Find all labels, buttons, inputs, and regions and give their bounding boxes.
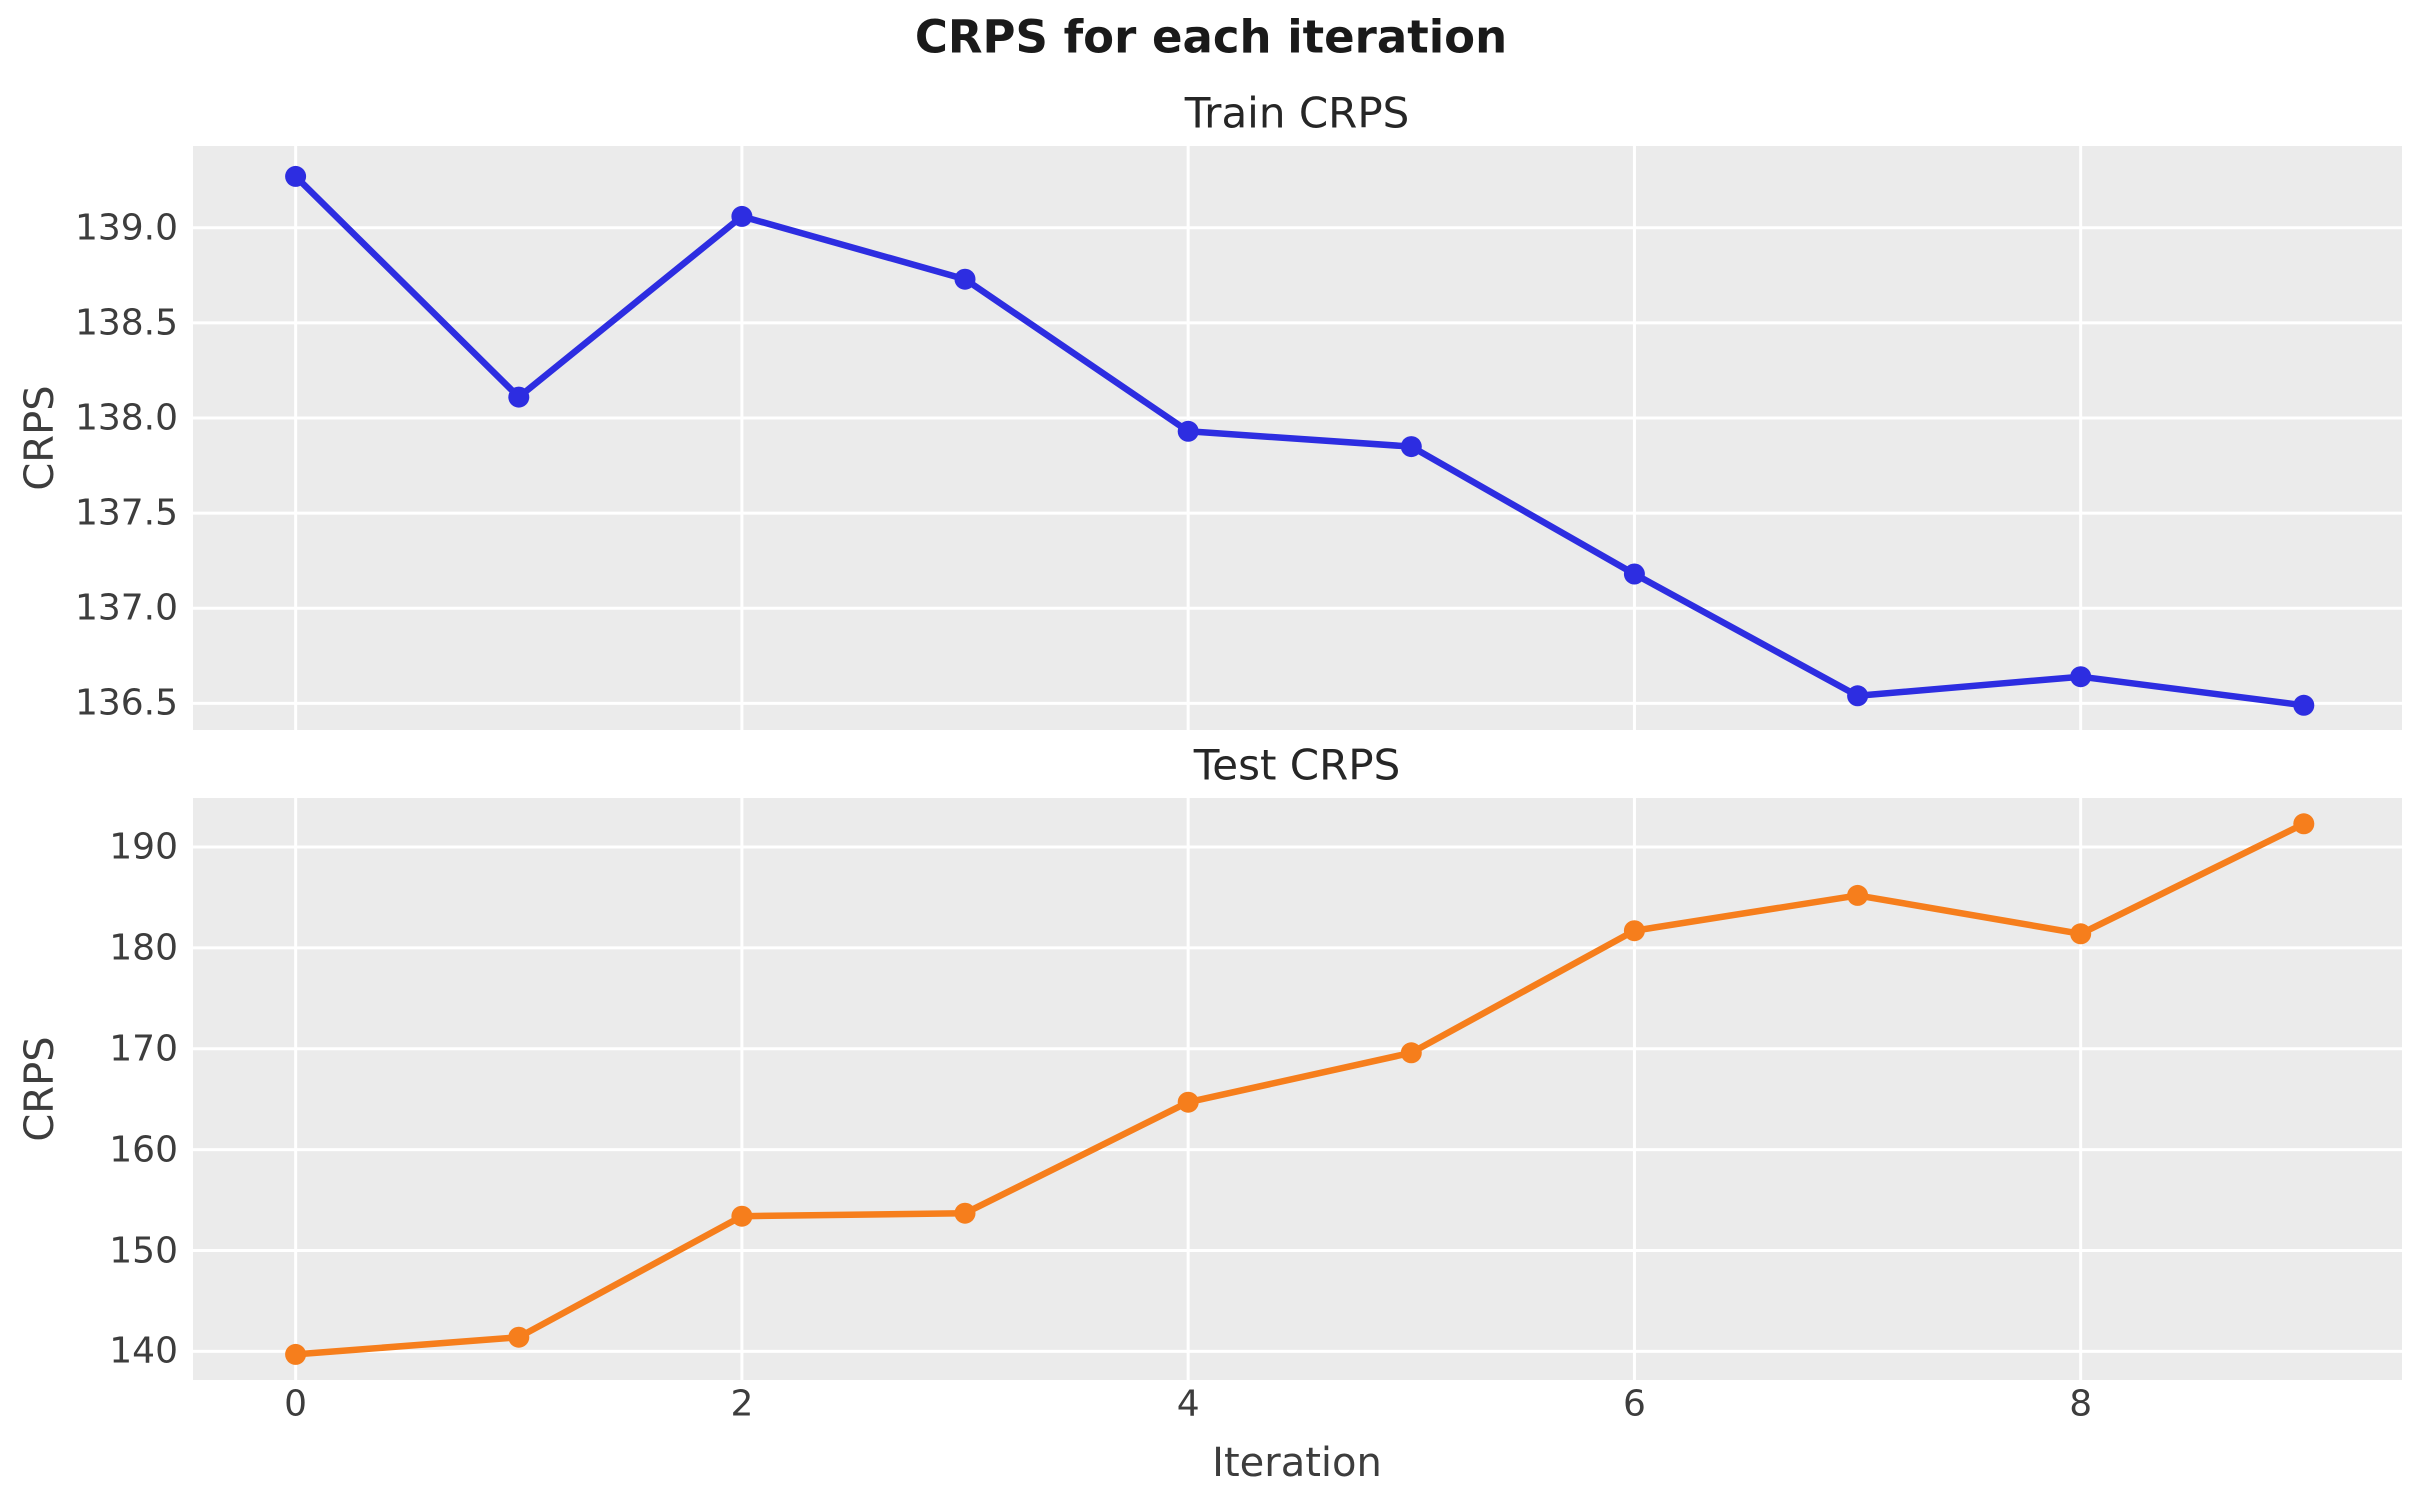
- y-axis-label-test: CRPS: [17, 1036, 63, 1142]
- data-point-marker: [954, 1202, 976, 1224]
- data-point-marker: [1623, 920, 1645, 942]
- x-axis-label: Iteration: [1212, 1440, 1382, 1486]
- data-point-marker: [1847, 685, 1869, 707]
- data-point-marker: [285, 1343, 307, 1365]
- subplot-train-crps: [193, 146, 2402, 730]
- y-tick-label: 138.0: [74, 397, 178, 439]
- subplot-title-train: Train CRPS: [1184, 88, 1410, 138]
- x-tick-label: 4: [1176, 1383, 1200, 1425]
- y-axis-label-train: CRPS: [17, 385, 63, 491]
- data-point-marker: [954, 268, 976, 290]
- y-tick-label: 138.5: [74, 302, 178, 344]
- figure-title: CRPS for each iteration: [914, 10, 1508, 64]
- x-tick-label: 0: [284, 1383, 308, 1425]
- data-point-marker: [2293, 813, 2315, 835]
- data-point-marker: [285, 165, 307, 187]
- y-tick-label: 160: [109, 1129, 178, 1171]
- x-tick-label: 2: [730, 1383, 754, 1425]
- y-tick-label: 140: [109, 1330, 178, 1372]
- data-point-marker: [1847, 884, 1869, 906]
- y-tick-label: 136.5: [74, 682, 178, 724]
- data-point-marker: [1177, 1091, 1199, 1113]
- y-tick-label: 170: [109, 1028, 178, 1070]
- plot-area: [193, 798, 2402, 1380]
- subplot-title-test: Test CRPS: [1193, 740, 1401, 790]
- data-point-marker: [1623, 563, 1645, 585]
- data-point-marker: [1177, 420, 1199, 442]
- y-tick-label: 190: [109, 826, 178, 868]
- data-point-marker: [2293, 694, 2315, 716]
- data-point-marker: [731, 1205, 753, 1227]
- data-point-marker: [1400, 436, 1422, 458]
- data-point-marker: [2070, 666, 2092, 688]
- series-line: [292, 173, 2308, 709]
- x-tick-label: 8: [2069, 1383, 2093, 1425]
- y-tick-label: 139.0: [74, 207, 178, 249]
- y-tick-label: 180: [109, 927, 178, 969]
- data-point-marker: [508, 386, 530, 408]
- data-point-marker: [508, 1326, 530, 1348]
- y-tick-label: 150: [109, 1230, 178, 1271]
- y-tick-label: 137.0: [74, 587, 178, 629]
- x-tick-label: 6: [1622, 1383, 1646, 1425]
- data-point-marker: [2070, 923, 2092, 945]
- plot-layers: [193, 146, 2402, 1380]
- subplot-test-crps: [193, 798, 2402, 1380]
- data-point-marker: [1400, 1042, 1422, 1064]
- data-point-marker: [731, 205, 753, 227]
- series-line: [292, 820, 2308, 1358]
- y-tick-label: 137.5: [74, 492, 178, 534]
